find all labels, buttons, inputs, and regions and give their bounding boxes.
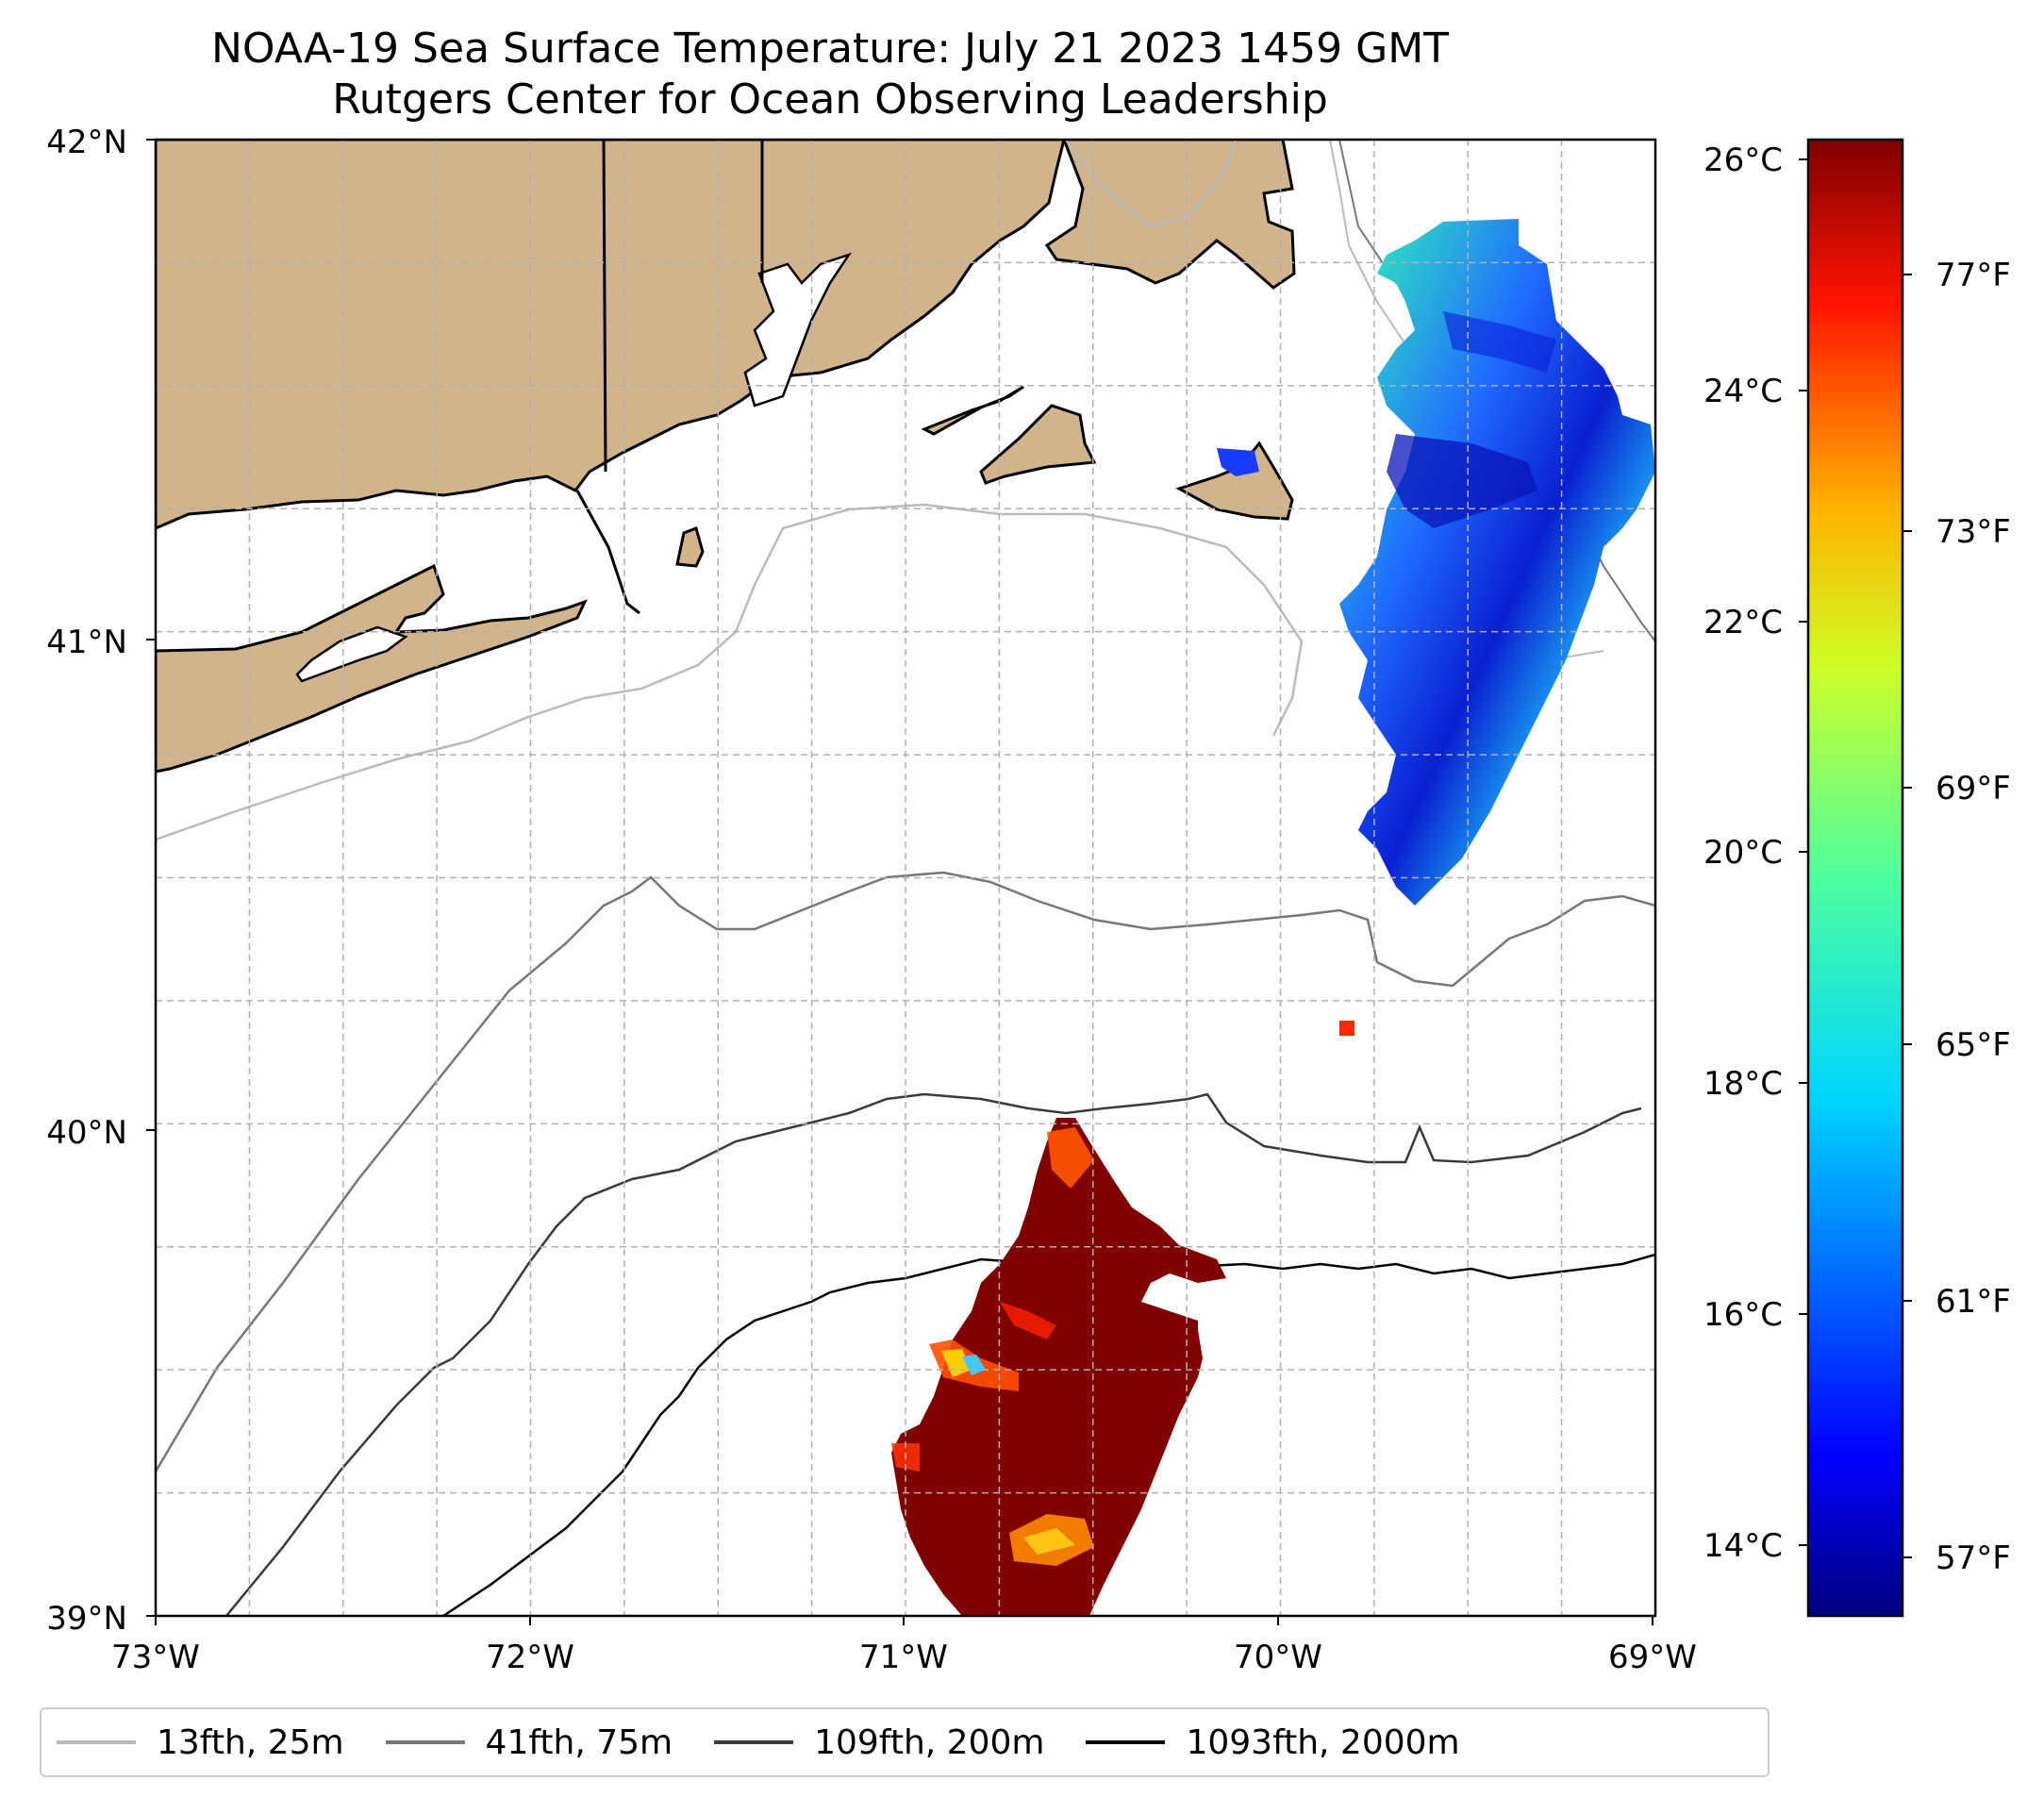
lon-label-71: 71°W: [859, 1639, 948, 1676]
contour-25m: [156, 503, 1304, 841]
lon-label-70: 70°W: [1234, 1639, 1322, 1676]
state-boundary-ny-ct: [575, 490, 640, 615]
cbar-f-69: 69°F: [1936, 770, 2011, 807]
legend-item-2000m: 1093fth, 2000m: [1086, 1722, 1460, 1762]
axis-ticks: [146, 139, 1653, 1625]
sst-cold-deep: [1387, 434, 1537, 528]
narragansett-bay: [743, 252, 853, 408]
sst-cold-patch: [1339, 219, 1655, 906]
legend-line-25m: [57, 1740, 136, 1744]
sst-warm-edge-5: [962, 1355, 986, 1375]
legend-label-25m: 13fth, 25m: [157, 1722, 344, 1762]
contour-25m-b: [1065, 140, 1238, 228]
map-title: NOAA-19 Sea Surface Temperature: July 21…: [210, 25, 1450, 73]
legend-line-2000m: [1086, 1740, 1166, 1744]
colorbar: [1806, 138, 1904, 1618]
map-subtitle: Rutgers Center for Ocean Observing Leade…: [332, 75, 1328, 124]
land-long-island: [156, 563, 588, 774]
cbar-c-24: 24°C: [1703, 373, 1783, 410]
contour-2000m: [442, 1253, 1655, 1616]
map-frame: [154, 138, 1657, 1618]
cbar-f-57: 57°F: [1936, 1539, 2011, 1577]
lon-label-73: 73°W: [111, 1639, 200, 1676]
contour-75m: [156, 871, 1655, 1473]
land-elizabeth-islands: [921, 385, 1024, 436]
lon-label-69: 69°W: [1608, 1639, 1697, 1676]
lat-label-41: 41°N: [46, 624, 127, 661]
cbar-c-22: 22°C: [1703, 604, 1783, 641]
cbar-c-16: 16°C: [1703, 1296, 1783, 1334]
contour-200m: [225, 1092, 1642, 1616]
sst-warm-edge-7: [1000, 1302, 1056, 1339]
sst-cold-band: [1443, 311, 1556, 373]
peconic-bay: [295, 625, 408, 683]
cbar-f-77: 77°F: [1936, 257, 2011, 294]
cbar-c-20: 20°C: [1703, 834, 1783, 872]
cbar-f-73: 73°F: [1936, 513, 2011, 551]
sst-warm-edge-2: [1023, 1528, 1075, 1555]
legend-item-200m: 109fth, 200m: [714, 1723, 1044, 1762]
legend-item-25m: 13fth, 25m: [57, 1723, 344, 1762]
sst-small-patch: [1217, 448, 1259, 476]
legend-line-75m: [385, 1740, 465, 1744]
legend-label-75m: 41fth, 75m: [485, 1722, 673, 1762]
cbar-c-26: 26°C: [1703, 141, 1783, 179]
lat-label-40: 40°N: [46, 1114, 127, 1152]
land-new-england: [156, 140, 1296, 530]
contour-legend: 13fth, 25m 41fth, 75m 109fth, 200m 1093f…: [40, 1707, 1770, 1777]
legend-label-200m: 109fth, 200m: [814, 1722, 1045, 1762]
graticule: [156, 140, 1655, 1616]
lat-label-42: 42°N: [46, 124, 127, 161]
legend-line-200m: [714, 1740, 794, 1744]
colorbar-ticks: [1799, 158, 1912, 1558]
cbar-f-65: 65°F: [1936, 1026, 2011, 1064]
sst-warm-edge-6: [1047, 1127, 1094, 1189]
sst-warm-patch: [891, 1118, 1226, 1616]
legend-item-75m: 41fth, 75m: [385, 1722, 673, 1762]
land-marthas-vineyard: [979, 404, 1097, 485]
lat-label-39: 39°N: [46, 1600, 127, 1638]
cbar-c-14: 14°C: [1703, 1527, 1783, 1565]
state-boundary-ct-ri: [602, 140, 607, 473]
legend-label-2000m: 1093fth, 2000m: [1186, 1722, 1460, 1762]
sst-speck: [1339, 1021, 1354, 1036]
cbar-c-18: 18°C: [1703, 1065, 1783, 1103]
land-block-island: [675, 526, 705, 568]
cbar-f-61: 61°F: [1936, 1283, 2011, 1321]
lon-label-72: 72°W: [486, 1639, 574, 1676]
